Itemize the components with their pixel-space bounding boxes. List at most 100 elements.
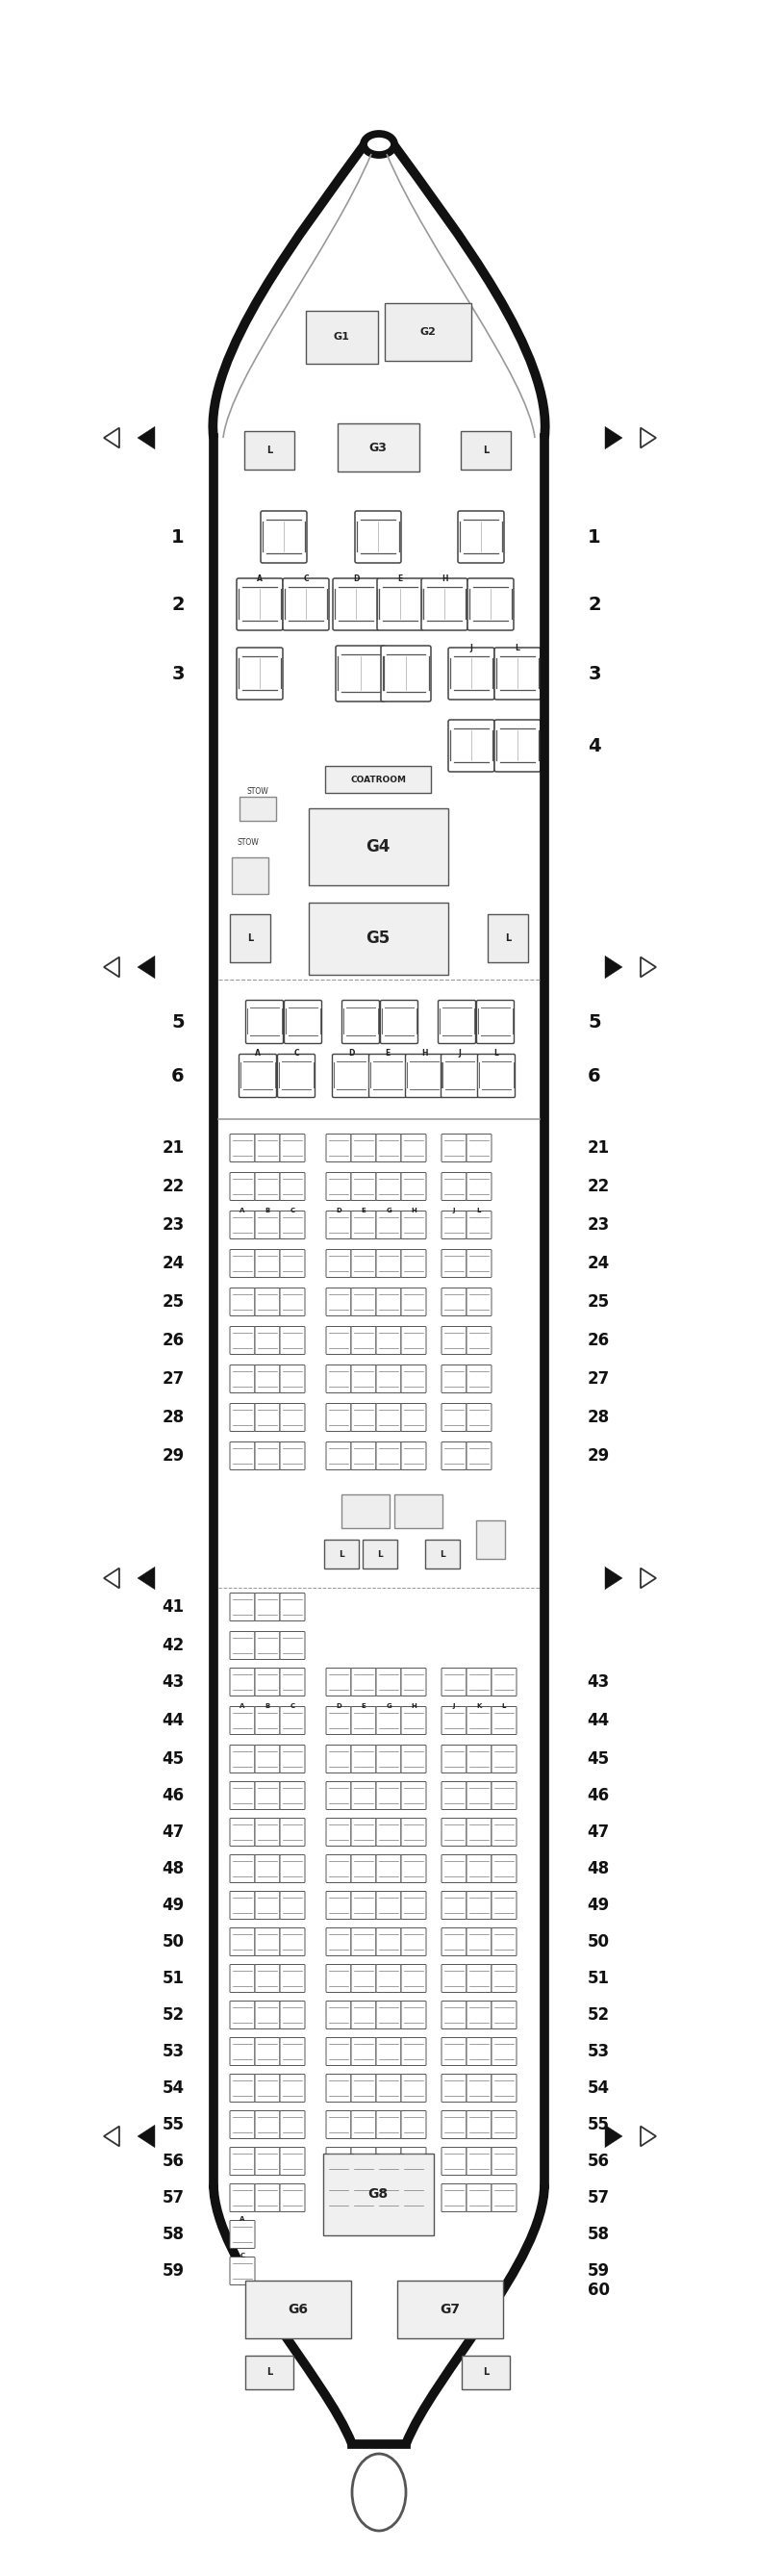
Text: L: L xyxy=(483,2367,489,2378)
Text: J: J xyxy=(453,1208,455,1213)
FancyBboxPatch shape xyxy=(376,1365,401,1394)
FancyBboxPatch shape xyxy=(491,2002,516,2030)
FancyBboxPatch shape xyxy=(466,1288,491,1316)
Text: L: L xyxy=(440,1551,445,1558)
FancyBboxPatch shape xyxy=(255,1327,280,1355)
FancyBboxPatch shape xyxy=(441,1133,466,1162)
Text: L: L xyxy=(247,933,253,943)
FancyBboxPatch shape xyxy=(326,2148,351,2174)
Text: H: H xyxy=(441,574,447,582)
FancyBboxPatch shape xyxy=(494,647,540,701)
FancyBboxPatch shape xyxy=(239,1054,276,1097)
Text: 53: 53 xyxy=(587,2043,609,2061)
Text: L: L xyxy=(505,933,511,943)
FancyBboxPatch shape xyxy=(255,1631,280,1659)
Text: G1: G1 xyxy=(333,332,350,343)
FancyBboxPatch shape xyxy=(280,2038,305,2066)
FancyBboxPatch shape xyxy=(230,1965,255,1991)
Text: H: H xyxy=(411,1703,416,1708)
FancyBboxPatch shape xyxy=(326,1365,351,1394)
FancyBboxPatch shape xyxy=(351,2002,376,2030)
FancyBboxPatch shape xyxy=(280,2074,305,2102)
FancyBboxPatch shape xyxy=(376,1927,401,1955)
FancyBboxPatch shape xyxy=(255,1592,280,1620)
FancyBboxPatch shape xyxy=(491,1855,516,1883)
FancyBboxPatch shape xyxy=(333,580,379,631)
FancyBboxPatch shape xyxy=(230,1705,255,1734)
FancyBboxPatch shape xyxy=(466,1855,491,1883)
FancyBboxPatch shape xyxy=(381,999,418,1043)
FancyBboxPatch shape xyxy=(441,1327,466,1355)
FancyBboxPatch shape xyxy=(466,1705,491,1734)
FancyBboxPatch shape xyxy=(401,1744,426,1772)
FancyBboxPatch shape xyxy=(441,1249,466,1278)
FancyBboxPatch shape xyxy=(438,999,475,1043)
FancyBboxPatch shape xyxy=(401,1855,426,1883)
FancyBboxPatch shape xyxy=(351,1669,376,1695)
FancyBboxPatch shape xyxy=(376,1669,401,1695)
FancyBboxPatch shape xyxy=(280,1927,305,1955)
Text: L: L xyxy=(483,446,489,456)
FancyBboxPatch shape xyxy=(326,1891,351,1919)
Text: L: L xyxy=(494,1048,499,1059)
Text: 6: 6 xyxy=(588,1066,601,1084)
FancyBboxPatch shape xyxy=(326,1172,351,1200)
FancyBboxPatch shape xyxy=(255,1819,280,1847)
FancyBboxPatch shape xyxy=(255,1211,280,1239)
Text: K: K xyxy=(476,1703,481,1708)
FancyBboxPatch shape xyxy=(337,422,419,471)
FancyBboxPatch shape xyxy=(401,1819,426,1847)
Text: L: L xyxy=(266,2367,273,2378)
FancyBboxPatch shape xyxy=(255,2074,280,2102)
Text: 5: 5 xyxy=(171,1012,185,1030)
FancyBboxPatch shape xyxy=(230,2257,255,2285)
FancyBboxPatch shape xyxy=(325,765,431,793)
FancyBboxPatch shape xyxy=(401,1249,426,1278)
Text: E: E xyxy=(361,1208,366,1213)
FancyBboxPatch shape xyxy=(284,999,322,1043)
Text: 29: 29 xyxy=(587,1448,609,1466)
FancyBboxPatch shape xyxy=(341,1494,390,1528)
Text: 47: 47 xyxy=(587,1824,609,1842)
FancyBboxPatch shape xyxy=(351,2110,376,2138)
Text: 22: 22 xyxy=(587,1177,609,1195)
FancyBboxPatch shape xyxy=(342,999,379,1043)
FancyBboxPatch shape xyxy=(441,1365,466,1394)
Text: 41: 41 xyxy=(162,1597,184,1615)
FancyBboxPatch shape xyxy=(280,1744,305,1772)
FancyBboxPatch shape xyxy=(283,580,329,631)
FancyBboxPatch shape xyxy=(441,1054,478,1097)
Text: 22: 22 xyxy=(162,1177,184,1195)
Text: 49: 49 xyxy=(162,1896,184,1914)
FancyBboxPatch shape xyxy=(280,2110,305,2138)
FancyBboxPatch shape xyxy=(425,1540,459,1569)
Text: 49: 49 xyxy=(587,1896,609,1914)
FancyBboxPatch shape xyxy=(326,1443,351,1471)
FancyBboxPatch shape xyxy=(466,1891,491,1919)
FancyBboxPatch shape xyxy=(230,1404,255,1432)
FancyBboxPatch shape xyxy=(441,2110,466,2138)
FancyBboxPatch shape xyxy=(326,2184,351,2213)
FancyBboxPatch shape xyxy=(351,1211,376,1239)
Polygon shape xyxy=(605,2125,622,2148)
Text: 56: 56 xyxy=(162,2154,184,2169)
Text: 45: 45 xyxy=(587,1749,609,1767)
FancyBboxPatch shape xyxy=(441,1744,466,1772)
FancyBboxPatch shape xyxy=(332,1054,370,1097)
FancyBboxPatch shape xyxy=(491,2038,516,2066)
Text: 59: 59 xyxy=(587,2262,609,2280)
FancyBboxPatch shape xyxy=(278,1054,315,1097)
FancyBboxPatch shape xyxy=(401,1365,426,1394)
FancyBboxPatch shape xyxy=(406,1054,443,1097)
FancyBboxPatch shape xyxy=(351,1443,376,1471)
FancyBboxPatch shape xyxy=(397,2280,503,2339)
FancyBboxPatch shape xyxy=(210,1105,217,1133)
FancyBboxPatch shape xyxy=(351,1327,376,1355)
Text: 3: 3 xyxy=(171,665,185,683)
FancyBboxPatch shape xyxy=(401,1927,426,1955)
Text: 28: 28 xyxy=(162,1409,184,1427)
FancyBboxPatch shape xyxy=(245,2354,294,2388)
FancyBboxPatch shape xyxy=(230,1891,255,1919)
FancyBboxPatch shape xyxy=(478,1054,515,1097)
FancyBboxPatch shape xyxy=(401,1669,426,1695)
